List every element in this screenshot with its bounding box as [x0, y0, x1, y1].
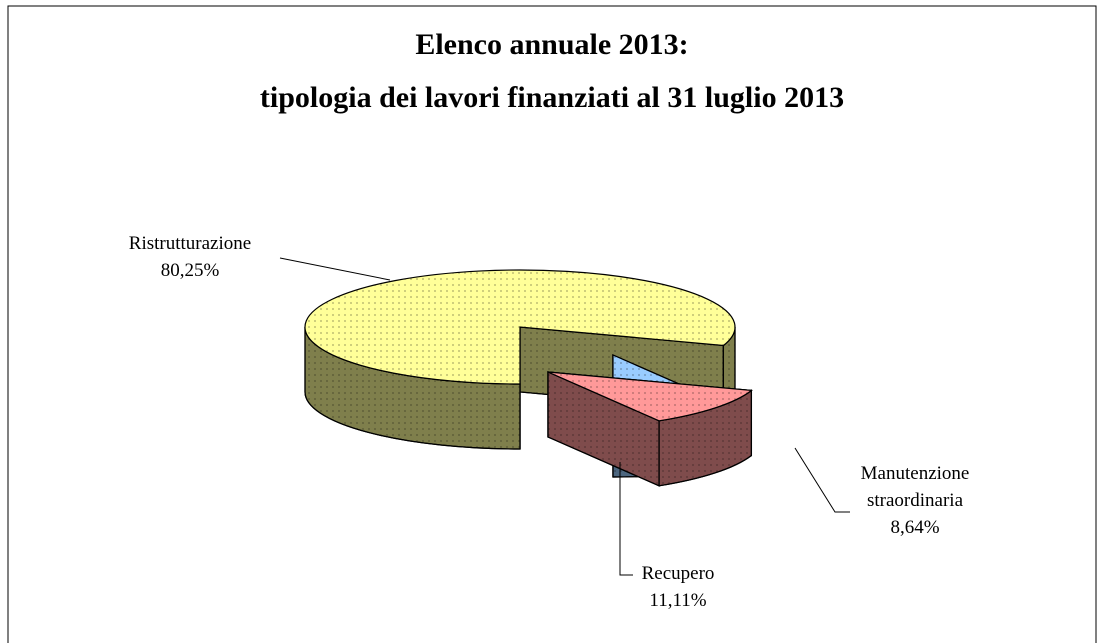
- slice-top: [547, 371, 753, 422]
- slice: [547, 371, 753, 487]
- slice-category-label: Manutenzione straordinaria: [860, 463, 970, 511]
- slice-label: Manutenzione straordinaria 8,64%: [840, 460, 990, 541]
- slice-top: [304, 269, 736, 385]
- slice-value-label: 8,64%: [890, 517, 940, 538]
- leader-line: [794, 447, 850, 513]
- slice-label: Recupero 11,11%: [628, 560, 728, 614]
- slice-label: Ristrutturazione 80,25%: [105, 230, 275, 284]
- chart-title: Elenco annuale 2013:: [415, 28, 688, 61]
- chart-title: tipologia dei lavori finanziati al 31 lu…: [260, 81, 844, 114]
- slice-category-label: Ristrutturazione: [128, 233, 252, 254]
- leader-line: [619, 462, 633, 576]
- slice-value-label: 11,11%: [649, 590, 707, 611]
- pie: [304, 269, 753, 487]
- slice-category-label: Recupero: [641, 563, 715, 584]
- slice-value-label: 80,25%: [160, 260, 220, 281]
- leader-line: [279, 257, 391, 281]
